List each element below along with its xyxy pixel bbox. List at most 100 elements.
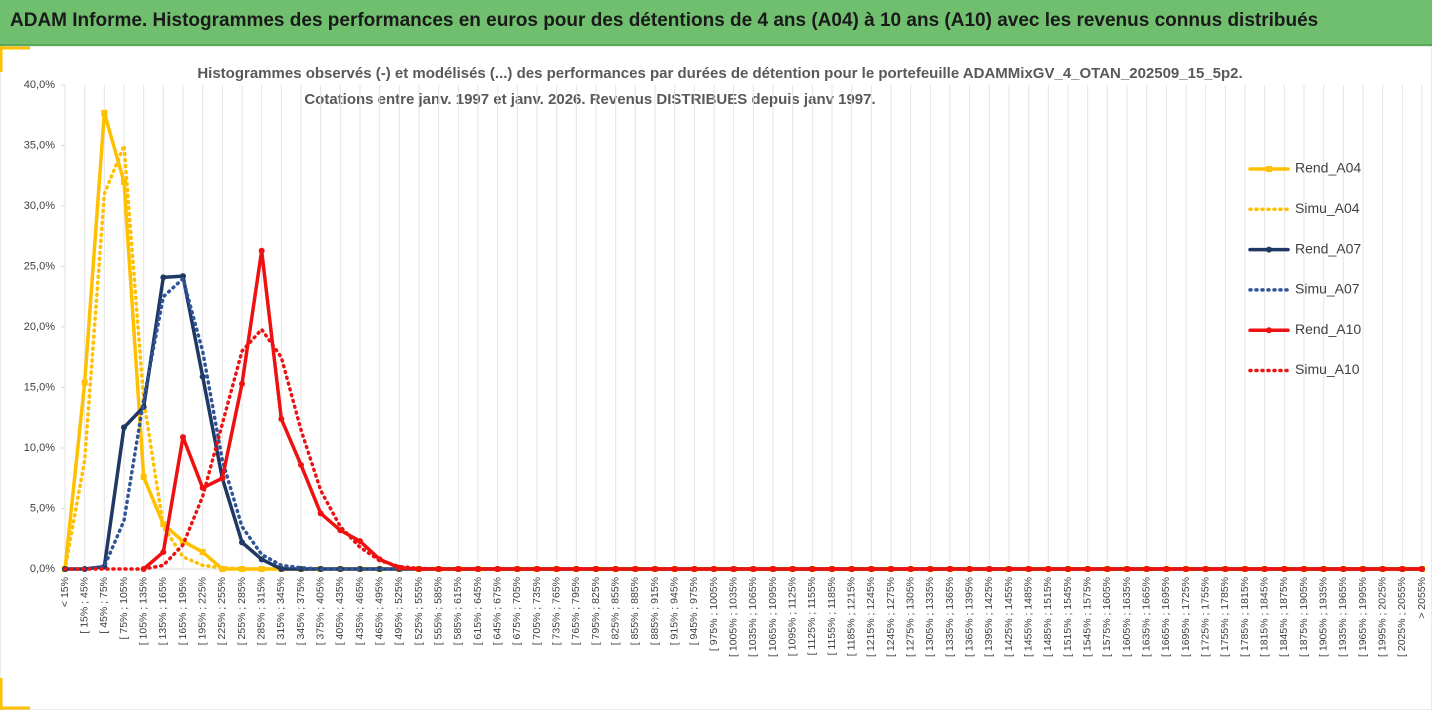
x-tick-label: [ 855% ; 885%: [629, 577, 641, 645]
x-tick-label: [ 1875% ; 1905%: [1298, 577, 1310, 657]
legend-label: Simu_A10: [1295, 361, 1360, 377]
x-tick-label: [ 735% ; 765%: [550, 577, 562, 645]
x-tick-label: [ 1005% ; 1035%: [727, 577, 739, 657]
x-tick-label: [ 1995% ; 2025%: [1376, 577, 1388, 657]
marker: [199, 549, 206, 556]
legend-marker: [1266, 246, 1272, 253]
x-tick-label: [ 1665% ; 1695%: [1160, 577, 1172, 657]
x-tick-label: [ 285% ; 315%: [255, 577, 267, 645]
x-tick-label: [ 345% ; 375%: [295, 577, 307, 645]
series-line: [141, 249, 1424, 571]
marker: [160, 549, 167, 556]
chart-subtitle: Cotations entre janv. 1997 et janv. 2026…: [304, 91, 875, 108]
marker: [180, 434, 186, 441]
y-tick-label: 30,0%: [24, 200, 55, 212]
x-tick-label: [ 1845% ; 1875%: [1278, 577, 1290, 657]
x-tick-label: [ 45% ; 75%: [98, 577, 110, 634]
x-tick-label: [ 1815% ; 1845%: [1258, 577, 1270, 657]
x-tick-label: [ 1785% ; 1815%: [1239, 577, 1251, 657]
x-tick-label: [ 1575% ; 1605%: [1101, 577, 1113, 657]
x-tick-label: [ 915% ; 945%: [668, 577, 680, 645]
x-tick-label: [ 195% ; 225%: [196, 577, 208, 645]
x-tick-label: [ 1485% ; 1515%: [1042, 577, 1054, 657]
x-tick-label: [ 225% ; 255%: [216, 577, 228, 645]
x-tick-label: [ 1515% ; 1545%: [1062, 577, 1074, 657]
legend-label: Simu_A07: [1295, 281, 1360, 297]
marker: [121, 424, 127, 431]
x-tick-label: [ 945% ; 975%: [688, 577, 700, 645]
x-tick-label: [ 1305% ; 1335%: [924, 577, 936, 657]
header: ADAM Informe. Histogrammes des performan…: [0, 0, 1432, 46]
marker: [357, 538, 363, 545]
marker: [180, 538, 186, 545]
chart-title: Histogrammes observés (-) et modélisés (…: [197, 65, 1242, 82]
y-tick-label: 15,0%: [24, 381, 55, 393]
marker: [101, 109, 108, 116]
x-tick-label: [ 405% ; 435%: [334, 577, 346, 645]
marker: [121, 178, 127, 185]
marker: [140, 474, 147, 481]
x-tick-label: [ 885% ; 915%: [649, 577, 661, 645]
x-tick-label: [ 75% ; 105%: [118, 577, 130, 639]
x-tick-label: [ 975% ; 1005%: [708, 577, 720, 651]
x-tick-label: [ 705% ; 735%: [531, 577, 543, 645]
x-tick-label: [ 645% ; 675%: [491, 577, 503, 645]
y-tick-label: 25,0%: [24, 260, 55, 272]
x-tick-label: [ 165% ; 195%: [177, 577, 189, 645]
x-tick-label: [ 1215% ; 1245%: [865, 577, 877, 657]
x-tick-label: [ 555% ; 585%: [432, 577, 444, 645]
x-tick-label: [ 1095% ; 1125%: [786, 577, 798, 656]
x-tick-label: [ 585% ; 615%: [452, 577, 464, 645]
legend-label: Rend_A10: [1295, 321, 1361, 337]
x-tick-label: [ 1155% ; 1185%: [826, 577, 838, 655]
y-tick-label: 35,0%: [24, 139, 55, 151]
x-tick-label: [ 255% ; 285%: [236, 577, 248, 645]
marker: [1379, 566, 1386, 572]
x-tick-label: [ 1275% ; 1305%: [904, 577, 916, 657]
marker: [239, 539, 245, 546]
x-tick-label: [ 2025% ; 2055%: [1396, 577, 1408, 657]
x-tick-label: [ 1395% ; 1425%: [983, 577, 995, 657]
x-tick-label: [ 1755% ; 1785%: [1219, 577, 1231, 657]
legend-marker: [1266, 327, 1272, 334]
marker: [81, 379, 88, 386]
x-tick-label: [ 1185% ; 1215%: [845, 577, 857, 656]
chart: Histogrammes observés (-) et modélisés (…: [0, 46, 1432, 710]
marker: [1025, 566, 1032, 572]
x-tick-label: [ 1035% ; 1065%: [747, 577, 759, 657]
x-tick-label: [ 105% ; 135%: [137, 577, 149, 645]
x-tick-label: [ 1905% ; 1935%: [1317, 577, 1329, 657]
x-tick-label: [ 675% ; 705%: [511, 577, 523, 645]
x-tick-label: [ 1695% ; 1725%: [1180, 577, 1192, 657]
marker: [219, 475, 226, 482]
x-tick-label: [ 795% ; 825%: [590, 577, 602, 645]
marker: [278, 566, 285, 572]
y-tick-label: 20,0%: [24, 321, 55, 333]
legend-marker: [1266, 166, 1272, 172]
x-tick-label: [ 1965% ; 1995%: [1357, 577, 1369, 657]
legend-label: Simu_A04: [1295, 200, 1360, 216]
chart-frame: [0, 46, 1432, 710]
x-tick-label: [ 1605% ; 1635%: [1121, 577, 1133, 657]
x-tick-label: [ 1725% ; 1755%: [1199, 577, 1211, 657]
marker: [278, 415, 285, 422]
x-tick-label: > 2055%: [1416, 577, 1428, 619]
x-tick-label: [ 1245% ; 1275%: [885, 577, 897, 657]
marker: [317, 510, 324, 517]
x-tick-label: [ 1065% ; 1095%: [767, 577, 779, 657]
y-tick-label: 0,0%: [30, 563, 55, 575]
x-tick-label: [ 465% ; 495%: [373, 577, 385, 645]
marker: [160, 274, 167, 281]
y-tick-label: 5,0%: [30, 502, 55, 514]
marker: [258, 247, 265, 254]
series-line: [63, 327, 1424, 571]
x-tick-label: [ 825% ; 855%: [609, 577, 621, 645]
x-tick-label: [ 1425% ; 1455%: [1003, 577, 1015, 657]
x-tick-label: [ 315% ; 345%: [275, 577, 287, 645]
y-tick-label: 10,0%: [24, 442, 55, 454]
x-tick-label: [ 495% ; 525%: [393, 577, 405, 645]
marker: [671, 566, 678, 572]
marker: [239, 380, 245, 387]
marker: [298, 461, 304, 468]
